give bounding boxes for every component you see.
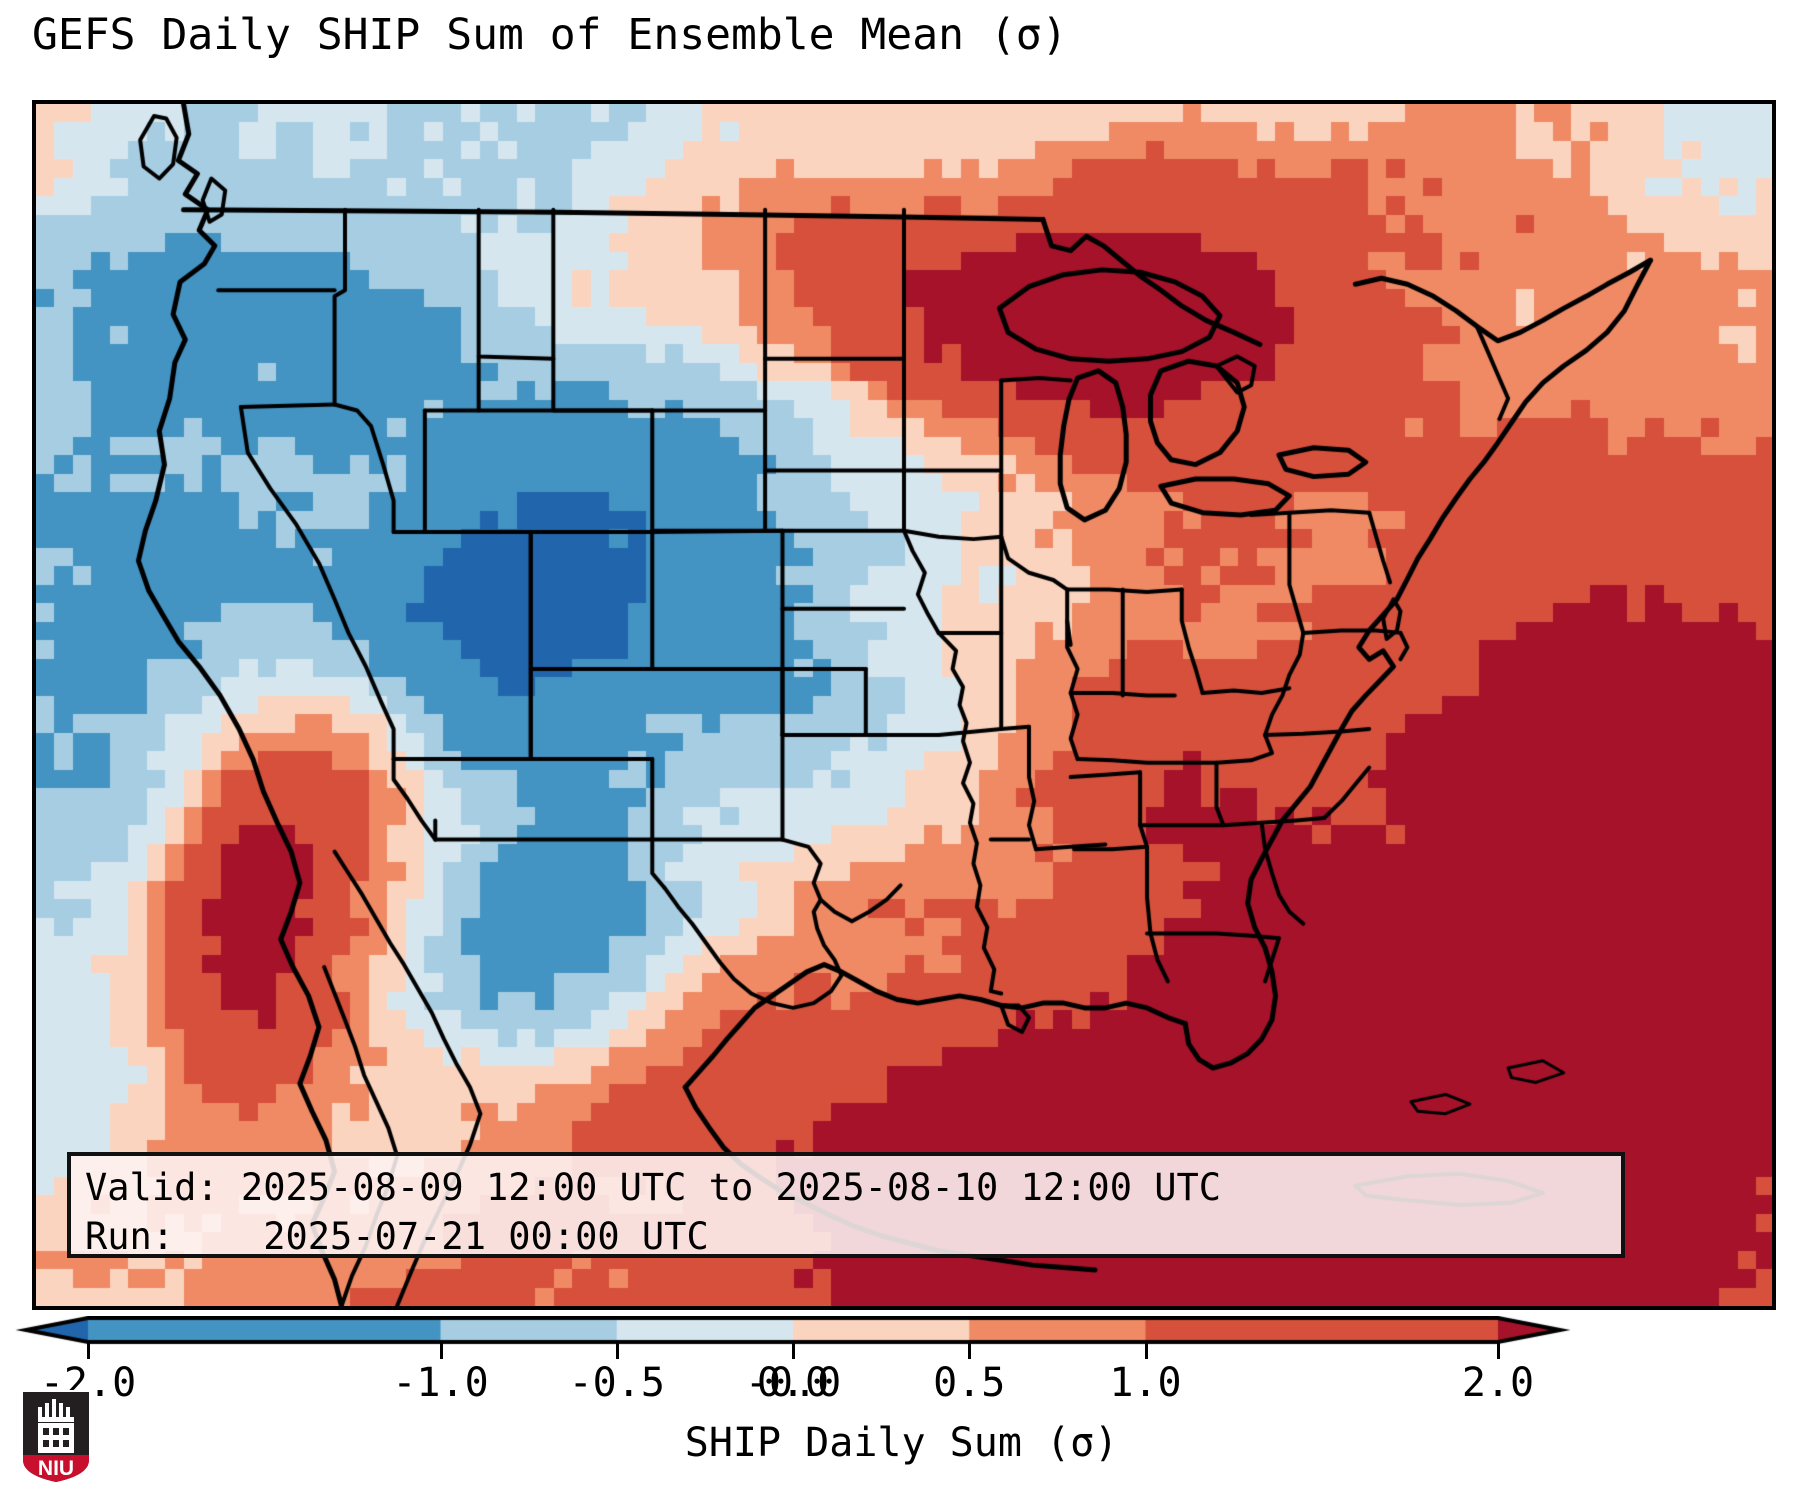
- page-title: GEFS Daily SHIP Sum of Ensemble Mean (σ): [32, 10, 1068, 60]
- colorbar-tick: [968, 1342, 972, 1359]
- colorbar-ticks: [0, 1342, 1803, 1366]
- colorbar-tick: [439, 1342, 443, 1359]
- run-time-line: Run: 2025-07-21 00:00 UTC: [85, 1215, 709, 1258]
- colorbar-tick: [87, 1342, 90, 1359]
- colorbar-tick: [615, 1342, 619, 1359]
- colorbar-tick-label: 2.0: [1461, 1360, 1535, 1406]
- colorbar-tick: [792, 1342, 795, 1359]
- colorbar-tick-label: 1.0: [1109, 1360, 1182, 1406]
- colorbar-tick-labels: -2.0 -1.0 -0.5 -0.0 0.0 0.5 1.0 2.0: [0, 1358, 1803, 1418]
- colorbar-tick-label: -1.0: [392, 1360, 489, 1406]
- colorbar-tick-label: 0.0: [756, 1360, 830, 1406]
- colorbar-tick-label: -0.5: [568, 1360, 665, 1406]
- valid-time-line: Valid: 2025-08-09 12:00 UTC to 2025-08-1…: [85, 1166, 1222, 1209]
- niu-logo-text: NIU: [38, 1457, 74, 1480]
- colorbar-tick-label: 0.5: [933, 1360, 1006, 1406]
- colorbar-tick: [1497, 1342, 1500, 1359]
- map-axes[interactable]: [32, 100, 1776, 1310]
- colorbar-tick: [1144, 1342, 1148, 1359]
- geographic-boundaries-overlay: [36, 104, 1772, 1306]
- colorbar-gradient: [0, 1316, 1803, 1362]
- colorbar-axis-label: SHIP Daily Sum (σ): [684, 1420, 1119, 1466]
- colorbar[interactable]: [0, 1316, 1803, 1362]
- niu-logo: NIU: [21, 1390, 91, 1484]
- valid-run-annotation-box: Valid: 2025-08-09 12:00 UTC to 2025-08-1…: [67, 1152, 1625, 1258]
- colorbar-tick-label: -0.0: [744, 1360, 842, 1406]
